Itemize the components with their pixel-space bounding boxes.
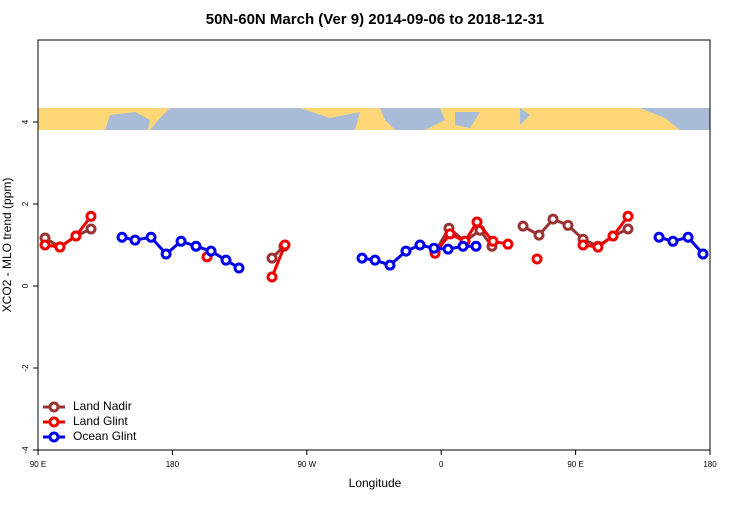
series-line [270,244,287,278]
series-line [582,215,630,249]
data-point [39,239,51,251]
data-point [562,219,574,231]
data-point [444,228,456,240]
data-point [356,252,368,264]
x-axis-label: Longitude [349,476,402,490]
data-point [531,253,543,265]
x-tick-label: 180 [166,460,180,469]
data-point [487,235,499,247]
x-tick-label: 90 E [567,460,583,469]
data-point [400,245,412,257]
data-point [547,213,559,225]
data-point [653,231,665,243]
data-point [592,241,604,253]
data-point [667,235,679,247]
legend-marker [48,416,60,428]
y-tick-label: 4 [21,119,30,124]
series-line [44,215,93,249]
legend-label: Land Glint [73,414,128,428]
data-point [442,243,454,255]
data-point [190,240,202,252]
data-point [577,239,589,251]
data-point [70,230,82,242]
y-tick-label: 0 [21,283,30,288]
data-point [279,239,291,251]
data-point [517,220,529,232]
data-point [266,252,278,264]
data-point [471,216,483,228]
series-line [44,227,92,249]
legend-label: Ocean Glint [73,429,137,443]
y-tick-label: -2 [21,364,30,372]
data-point [384,259,396,271]
data-point [682,231,694,243]
chart-title: 50N-60N March (Ver 9) 2014-09-06 to 2018… [206,11,545,28]
data-point [697,248,709,260]
data-point [145,231,157,243]
legend-label: Land Nadir [73,399,132,413]
legend-marker [48,401,60,413]
data-point [54,241,66,253]
data-point [175,235,187,247]
series-line [658,235,705,256]
x-tick-label: 90 E [30,460,46,469]
y-tick-label: -4 [21,446,30,454]
data-point [266,271,278,283]
data-point [129,234,141,246]
data-point [428,242,440,254]
data-point [607,230,619,242]
data-point [116,231,128,243]
x-tick-label: 180 [703,460,717,469]
data-point [160,248,172,260]
map-strip [38,108,710,130]
data-point [85,223,97,235]
y-axis-label: XCO2 - MLO trend (ppm) [0,178,14,313]
x-tick-label: 0 [439,460,444,469]
y-tick-label: 2 [21,201,30,206]
data-point [220,254,232,266]
plot-frame [37,39,711,451]
data-point [470,240,482,252]
data-point [533,229,545,241]
data-point [414,239,426,251]
x-tick-label: 90 W [297,460,316,469]
data-point [85,210,97,222]
data-point [369,254,381,266]
data-point [502,238,514,250]
data-point [622,223,634,235]
data-point [622,210,634,222]
data-point [457,240,469,252]
data-point [205,245,217,257]
legend-marker [48,431,60,443]
data-point [233,262,245,274]
